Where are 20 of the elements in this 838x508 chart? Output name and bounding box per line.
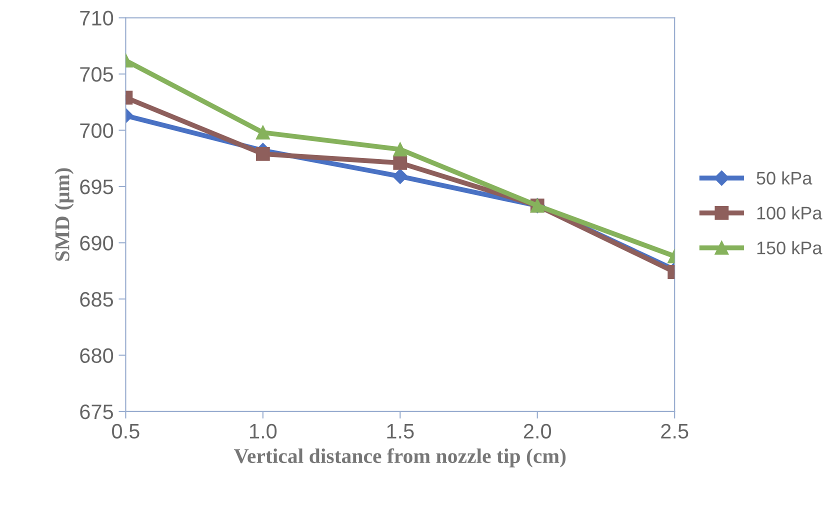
y-tick-label: 690 [80,236,114,251]
y-tick-label: 710 [80,10,114,26]
x-tick-label: 1.0 [250,424,277,439]
y-tick-label: 685 [80,292,114,307]
y-tick-label: 695 [80,180,114,194]
y-tick-label: 705 [80,67,114,82]
x-tick-label: 2.0 [524,424,552,439]
legend-label: 50 kPa [756,171,812,185]
x-axis-title: Vertical distance from nozzle tip (cm) [234,448,566,468]
x-tick-label: 2.5 [661,424,688,439]
y-tick-label: 700 [80,123,114,138]
point [392,168,408,184]
x-tick-label: 0.5 [112,424,140,439]
y-tick-label: 680 [80,348,114,363]
point [393,156,408,170]
legend-label: 100 kPa [757,206,822,220]
legend-label: 150 kPa [757,241,822,254]
x-tick-label: 1.5 [387,424,414,439]
y-tick-label: 675 [80,404,114,420]
y-axis-title: SMD (μm) [54,168,74,261]
